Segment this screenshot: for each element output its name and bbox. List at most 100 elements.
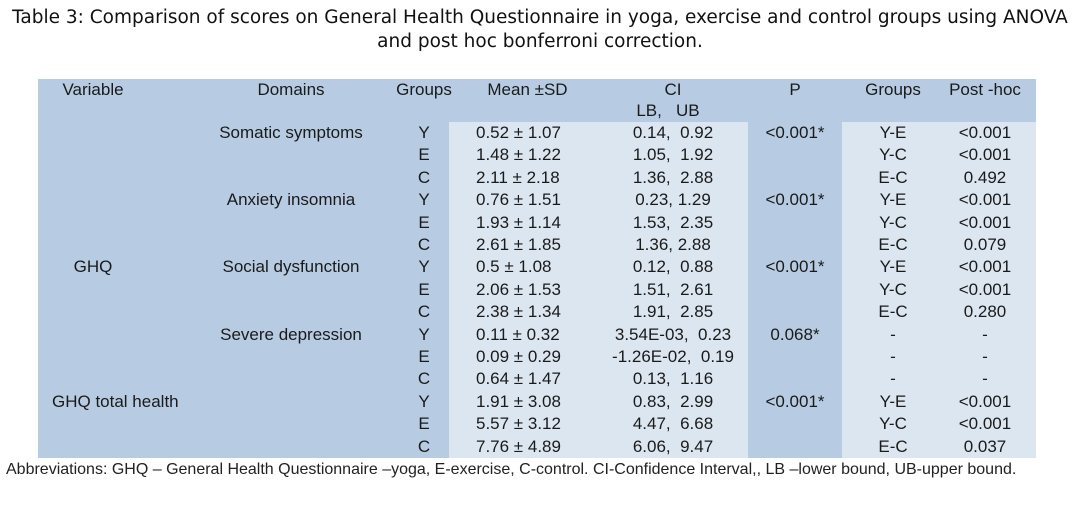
header-groups: Groups	[396, 80, 452, 99]
p-value-cell: <0.001*	[765, 123, 825, 142]
mean-sd-cell: 2.61 ± 1.85	[476, 235, 561, 254]
posthoc-value-cell: <0.001	[958, 123, 1012, 142]
header-p: P	[789, 80, 801, 99]
table-caption: Table 3: Comparison of scores on General…	[0, 6, 1080, 54]
p-value-cell: <0.001*	[765, 190, 825, 210]
posthoc-value-cell: -	[982, 347, 988, 366]
domain-cell	[198, 346, 384, 368]
ci-cell: 4.47, 6.68	[632, 414, 714, 434]
mean-sd-cell: 1.48 ± 1.22	[476, 145, 561, 165]
ci-cell: 1.36, 2.88	[632, 167, 714, 187]
p-value-cell	[748, 212, 842, 234]
posthoc-pair-cell: E-C	[878, 436, 908, 456]
p-value-cell	[748, 234, 842, 256]
p-value-cell	[748, 167, 842, 189]
values-panel	[449, 122, 748, 458]
variable-cell: GHQ total health	[52, 391, 179, 411]
mean-sd-cell: 0.5 ± 1.08	[476, 257, 552, 277]
mean-sd-cell: 0.52 ± 1.07	[476, 123, 561, 142]
posthoc-value-cell: 0.492	[963, 167, 1007, 187]
variable-cell	[46, 144, 212, 166]
posthoc-pair-cell: Y-E	[879, 257, 907, 277]
variable-cell	[46, 368, 212, 390]
posthoc-value-cell: 0.280	[963, 302, 1007, 322]
p-value-cell	[748, 301, 842, 323]
group-cell: E	[418, 279, 430, 299]
header-variable: Variable	[62, 80, 124, 99]
group-cell: E	[418, 347, 430, 366]
variable-cell	[46, 324, 212, 346]
variable-cell	[46, 413, 212, 435]
p-value-cell: 0.068*	[770, 324, 820, 344]
p-value-cell	[748, 436, 842, 458]
header-ci-bounds: LB, UB	[636, 101, 700, 120]
posthoc-pair-cell: Y-C	[879, 212, 907, 232]
domain-cell	[198, 167, 384, 189]
ci-cell: 0.23, 1.29	[635, 190, 711, 210]
domain-cell	[198, 413, 384, 435]
group-cell: Y	[418, 391, 430, 411]
posthoc-value-cell: <0.001	[958, 190, 1012, 210]
variable-cell	[46, 212, 212, 234]
variable-cell	[46, 234, 212, 256]
domain-cell	[198, 279, 384, 301]
posthoc-value-cell: <0.001	[958, 414, 1012, 434]
posthoc-value-cell: <0.001	[958, 257, 1012, 277]
domain-cell	[198, 301, 384, 323]
posthoc-pair-cell: Y-E	[879, 190, 907, 210]
variable-cell	[46, 301, 212, 323]
variable-cell	[46, 167, 212, 189]
ci-cell: 1.53, 2.35	[632, 212, 714, 232]
ci-cell: 0.13, 1.16	[632, 369, 714, 389]
mean-sd-cell: 0.64 ± 1.47	[476, 369, 561, 389]
mean-sd-cell: 2.38 ± 1.34	[476, 302, 561, 322]
group-cell: Y	[418, 123, 430, 142]
header-mean-sd: Mean ±SD	[487, 80, 568, 99]
header-ci: CI	[664, 80, 682, 99]
posthoc-value-cell: <0.001	[958, 145, 1012, 165]
ci-cell: 6.06, 9.47	[632, 436, 714, 456]
posthoc-value-cell: <0.001	[958, 391, 1012, 411]
group-cell: Y	[418, 190, 430, 210]
posthoc-pair-cell: Y-E	[879, 123, 907, 142]
p-value-cell	[748, 144, 842, 166]
posthoc-pair-cell: Y-C	[879, 279, 907, 299]
caption-line-1: Table 3: Comparison of scores on General…	[12, 7, 1068, 28]
posthoc-pair-cell: E-C	[878, 302, 908, 322]
posthoc-pair-cell: -	[890, 347, 896, 366]
posthoc-value-cell: 0.037	[963, 436, 1007, 456]
domain-cell	[198, 234, 384, 256]
p-value-cell: <0.001*	[765, 391, 825, 411]
group-cell: C	[417, 436, 431, 456]
group-cell: C	[417, 302, 431, 322]
posthoc-pair-cell: -	[890, 324, 896, 344]
posthoc-value-cell: -	[982, 369, 988, 389]
posthoc-pair-cell: Y-C	[879, 145, 907, 165]
mean-sd-cell: 1.91 ± 3.08	[476, 391, 561, 411]
header-posthoc: Post -hoc	[949, 80, 1021, 99]
domain-cell	[198, 436, 384, 458]
group-cell: C	[417, 369, 431, 389]
ci-cell: 0.12, 0.88	[632, 257, 714, 277]
group-cell: Y	[418, 257, 430, 277]
variable-cell: GHQ	[73, 257, 113, 277]
p-value-cell	[748, 346, 842, 368]
p-value-cell	[748, 279, 842, 301]
group-cell: C	[417, 167, 431, 187]
domain-cell	[198, 368, 384, 390]
posthoc-pair-cell: -	[890, 369, 896, 389]
group-cell: C	[417, 235, 431, 254]
domain-cell	[198, 391, 384, 413]
group-cell: E	[418, 212, 430, 232]
ci-cell: -1.26E-02, 0.19	[612, 347, 734, 366]
ci-cell: 3.54E-03, 0.23	[614, 324, 732, 344]
posthoc-pair-cell: E-C	[878, 167, 908, 187]
header-posthoc-groups: Groups	[865, 80, 921, 99]
results-table: Variable Domains Groups Mean ±SD CI LB, …	[38, 79, 1036, 458]
mean-sd-cell: 2.11 ± 2.18	[476, 167, 560, 187]
ci-cell: 1.36, 2.88	[635, 235, 711, 254]
caption-line-2: and post hoc bonferroni correction.	[377, 31, 703, 52]
p-value-cell	[748, 368, 842, 390]
ci-cell: 0.83, 2.99	[632, 391, 714, 411]
domain-cell: Social dysfunction	[222, 257, 360, 277]
